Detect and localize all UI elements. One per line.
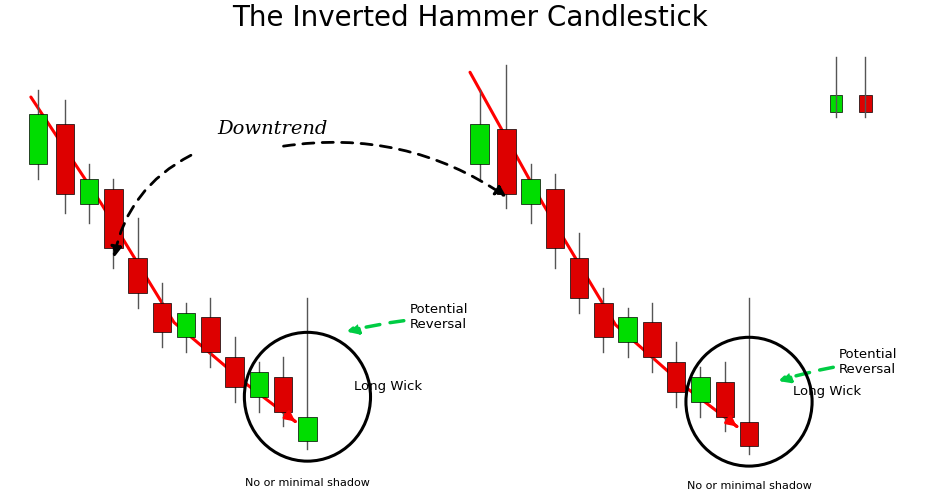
Bar: [619, 318, 637, 342]
Text: No or minimal shadow: No or minimal shadow: [245, 478, 369, 488]
Text: Long Wick: Long Wick: [353, 380, 422, 394]
Text: Long Wick: Long Wick: [792, 386, 861, 398]
Bar: [104, 188, 122, 248]
Bar: [298, 416, 317, 442]
Bar: [201, 318, 220, 352]
Bar: [29, 114, 47, 164]
Bar: [570, 258, 588, 298]
Bar: [691, 377, 710, 402]
Bar: [129, 258, 147, 292]
Bar: [497, 129, 516, 194]
Text: Potential
Reversal: Potential Reversal: [351, 304, 468, 333]
Bar: [274, 377, 292, 412]
Bar: [594, 302, 613, 338]
Bar: [667, 362, 685, 392]
Bar: [55, 124, 74, 194]
Bar: [471, 124, 489, 164]
Title: The Inverted Hammer Candlestick: The Inverted Hammer Candlestick: [232, 4, 708, 32]
Bar: [715, 382, 734, 416]
Bar: [643, 322, 661, 357]
Text: Downtrend: Downtrend: [218, 120, 328, 138]
Bar: [250, 372, 268, 397]
Bar: [152, 302, 171, 332]
Text: No or minimal shadow: No or minimal shadow: [686, 481, 811, 491]
Bar: [80, 179, 99, 204]
Bar: [859, 94, 871, 112]
Text: Potential
Reversal: Potential Reversal: [782, 348, 898, 382]
Bar: [226, 357, 243, 387]
Bar: [740, 422, 759, 446]
Bar: [177, 312, 196, 338]
Bar: [522, 179, 540, 204]
Bar: [830, 94, 842, 112]
Bar: [546, 188, 564, 248]
